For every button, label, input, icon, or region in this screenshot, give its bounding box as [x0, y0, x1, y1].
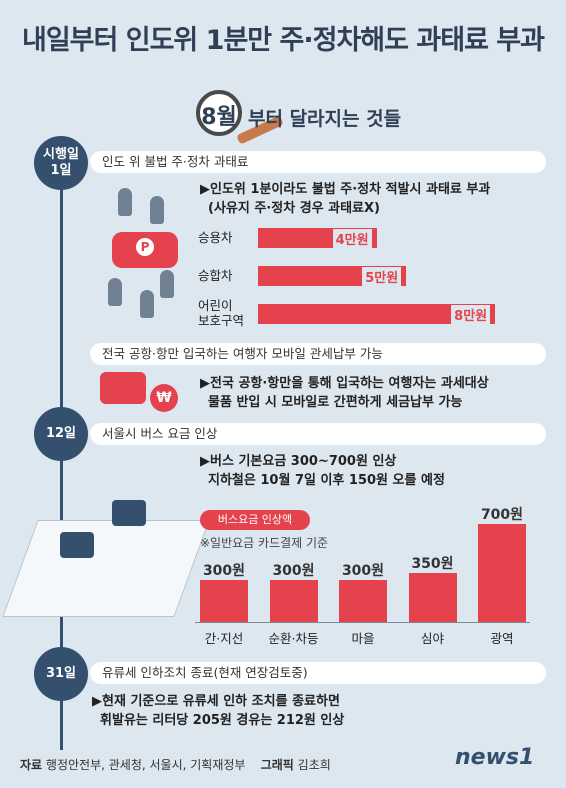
parking-sign-icon: P: [136, 238, 154, 256]
transit-card-illustration: [2, 520, 210, 617]
source-text: 행정안전부, 관세청, 서울시, 기획재정부: [45, 758, 246, 772]
fine-category-label: 승용차: [198, 230, 233, 245]
section-label-bus: 서울시 버스 요금 인상: [90, 423, 546, 445]
fare-bar: [478, 524, 526, 622]
fine-value-label: 5만원: [362, 267, 402, 286]
fine-value-label: 8만원: [451, 305, 491, 324]
fare-category-label: 심야: [420, 631, 444, 646]
person-icon: [118, 188, 132, 216]
fine-category-label: 승합차: [198, 268, 233, 283]
bus-desc-line1: ▶버스 기본요금 300~700원 인상: [200, 454, 397, 469]
page-title: 내일부터 인도위 1분만 주·정차해도 과태료 부과: [21, 25, 545, 56]
fine-value-label: 4만원: [332, 229, 372, 248]
fuel-desc-line1: ▶현재 기준으로 유류세 인하 조치를 종료하면: [92, 694, 340, 709]
bus-desc-line2: 지하철은 10월 7일 이후 150원 오를 예정: [208, 473, 445, 488]
news1-logo: news1: [455, 745, 535, 770]
customs-desc-line2: 물품 반입 시 모바일로 간편하게 세금납부 가능: [208, 395, 463, 410]
graphic-text: 김초희: [297, 758, 331, 772]
section-label-fuel: 유류세 인하조치 종료(현재 연장검토중): [90, 662, 546, 684]
fare-bar: [339, 580, 387, 622]
date-badge-12: 12일: [34, 407, 88, 461]
footer-credits: 자료 행정안전부, 관세청, 서울시, 기획재정부 그래픽 김초희: [20, 756, 331, 773]
subtitle-month: 8월: [201, 105, 237, 130]
won-coin-icon: ₩: [150, 384, 178, 412]
fare-value-label: 300원: [341, 563, 385, 579]
luggage-icon: [100, 372, 146, 404]
magnifier-icon: [196, 90, 242, 136]
fare-value-label: 350원: [411, 556, 454, 572]
chart-legend: 버스요금 인상액: [200, 510, 310, 530]
parking-desc-line1: ▶인도위 1분이라도 불법 주·정차 적발시 과태료 부과: [200, 182, 491, 197]
customs-desc-line1: ▶전국 공항·항만을 통해 입국하는 여행자는 과세대상: [200, 376, 489, 391]
person-icon: [108, 278, 122, 306]
fine-bar: [258, 304, 496, 324]
fare-value-label: 300원: [202, 563, 246, 579]
fare-bar: [200, 580, 248, 622]
date-badge-31: 31일: [34, 647, 88, 701]
fare-value-label: 700원: [480, 507, 524, 523]
fare-category-label: 광역: [490, 631, 514, 646]
section-label-customs: 전국 공항·항만 입국하는 여행자 모바일 관세납부 가능: [90, 343, 546, 365]
fare-axis-line: [195, 622, 530, 623]
fare-category-label: 순환·차등: [268, 631, 319, 646]
fare-bar: [269, 580, 318, 622]
fine-category-label: 어린이 보호구역: [198, 298, 245, 328]
fare-category-label: 간·지선: [204, 631, 244, 646]
person-icon: [150, 196, 164, 224]
bus-icon: [60, 532, 94, 558]
fare-value-label: 300원: [272, 563, 315, 579]
train-icon: [112, 500, 146, 526]
date-badge-1: 시행일 1일: [34, 136, 88, 190]
section-label-parking: 인도 위 불법 주·정차 과태료: [90, 151, 546, 173]
person-icon: [140, 290, 154, 318]
person-icon: [160, 270, 174, 298]
fare-bar: [408, 573, 457, 622]
source-label: 자료: [20, 758, 43, 772]
subtitle-text: 부터 달라지는 것들: [248, 108, 402, 130]
graphic-label: 그래픽: [260, 758, 294, 772]
fare-category-label: 마을: [351, 631, 375, 646]
fuel-desc-line2: 휘발유는 리터당 205원 경유는 212원 인상: [100, 713, 345, 728]
parking-desc-line2: (사유지 주·정차 경우 과태료X): [208, 201, 380, 216]
chart-note: ※일반요금 카드결제 기준: [200, 536, 329, 550]
